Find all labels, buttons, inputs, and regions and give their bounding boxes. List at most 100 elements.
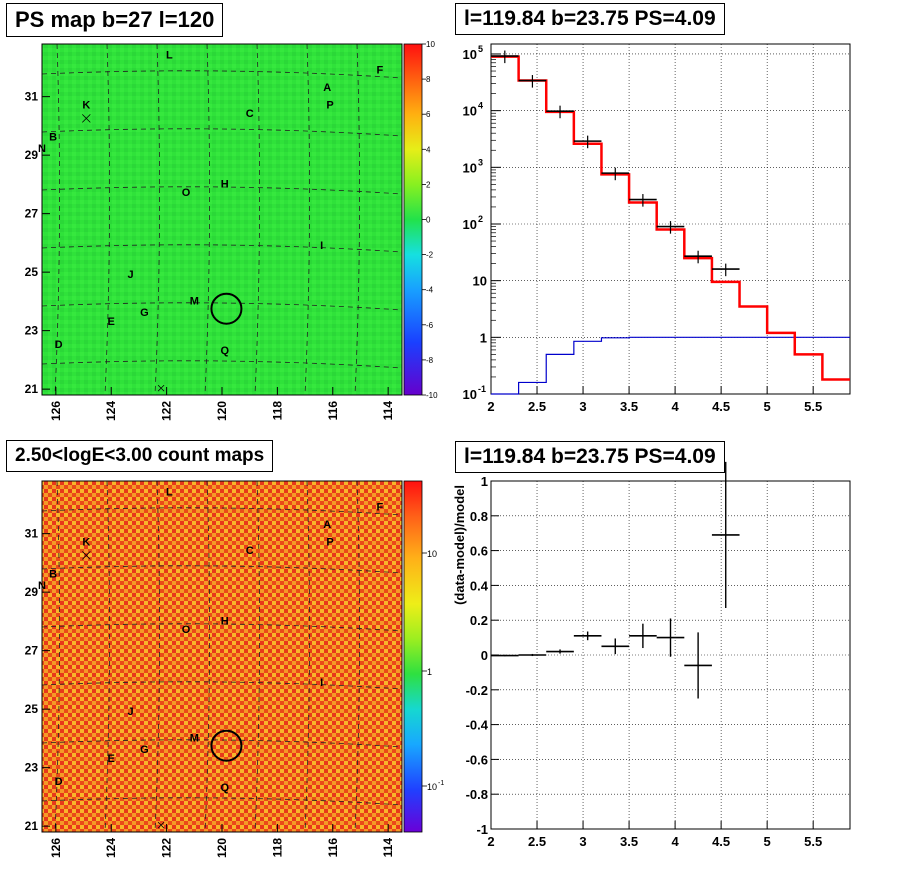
y-tick-label: 10: [463, 47, 477, 62]
grid-line: [41, 186, 403, 195]
y-tick-label: 23: [25, 324, 39, 338]
y-tick-label: 10: [473, 274, 487, 289]
source-label: E: [108, 753, 115, 765]
y-tick-label: 31: [25, 90, 39, 104]
cross-marker: [157, 821, 165, 829]
source-label: L: [166, 50, 173, 62]
x-tick-label: 2.5: [528, 399, 546, 414]
source-label: H: [221, 615, 229, 627]
cross-marker: [157, 384, 165, 392]
y-tick-label: 25: [25, 265, 39, 279]
grid-line: [41, 507, 403, 516]
map-image: [42, 481, 402, 832]
x-tick-label: 118: [270, 401, 284, 421]
source-label: J: [128, 269, 134, 281]
y-axis-label: (data-model)/model: [452, 485, 467, 605]
source-label: B: [49, 132, 57, 144]
y-tick-label: 0.8: [470, 509, 488, 524]
x-tick-label: 5: [764, 834, 771, 849]
colorbar-tick-label: -4: [426, 286, 434, 295]
grid-line: [204, 480, 210, 833]
candidate-circle: [210, 292, 243, 325]
x-tick-label: 3: [579, 834, 586, 849]
count-map-plot: L F A K P C BN O H I J M G E D Q 126 124 122 120 118 116 114 31…: [25, 480, 444, 858]
plot-frame: [490, 43, 851, 395]
y-tick-label: 0.4: [470, 578, 489, 593]
spectrum-panel: l=119.84 b=23.75 PS=4.09 2 2.5 3 3.5 4 4.5 5 5.…: [449, 0, 898, 437]
x-tick-label: 116: [326, 838, 340, 858]
grid-line: [41, 681, 403, 690]
grid-line: [354, 480, 360, 833]
y-tick-label: -1: [476, 822, 488, 837]
y-tick-label: -0.2: [466, 683, 488, 698]
residual-panel: l=119.84 b=23.75 PS=4.09 2 2.5 3 3.5 4 4.5 5 5.…: [449, 437, 898, 875]
grid-line: [54, 43, 60, 396]
grid-line: [154, 43, 160, 396]
grid-line: [54, 480, 60, 833]
residual-plot: 2 2.5 3 3.5 4 4.5 5 5.5 1 0.8 0.6 0.4 0.2 0 -0.2 -0.4 -0…: [452, 461, 851, 849]
colorbar-tick-label: 8: [426, 75, 431, 84]
y-tick-label: 23: [25, 761, 39, 775]
x-tick-label: 124: [104, 838, 118, 858]
ps-map-panel: PS map b=27 l=120 L F A K P C B N O H I J M G E D Q 126: [0, 0, 449, 437]
source-label: M: [190, 295, 199, 307]
y-tick-label: -0.6: [466, 752, 488, 767]
source-label: F: [376, 64, 383, 76]
x-tick-label: 114: [381, 401, 395, 421]
source-label: B: [49, 569, 57, 581]
y-tick-exponent: 2: [478, 214, 483, 224]
y-tick-label: 10: [463, 104, 477, 119]
source-label: H: [221, 178, 229, 190]
x-tick-label: 5.5: [804, 399, 822, 414]
x-tick-label: 4: [671, 834, 679, 849]
colorbar-tick-label: 1: [427, 667, 432, 677]
y-tick-label: 1: [481, 474, 488, 489]
source-label: E: [108, 316, 115, 328]
source-label: G: [140, 307, 149, 319]
source-label: A: [323, 82, 331, 94]
x-tick-label: 122: [160, 401, 174, 421]
colorbar-tick-label: -10: [426, 391, 438, 400]
grid-line: [41, 565, 403, 574]
x-tick-label: 126: [49, 401, 63, 421]
y-tick-label: -0.4: [466, 718, 489, 733]
grid-line: [154, 480, 160, 833]
y-tick-label: 25: [25, 702, 39, 716]
cross-marker: [82, 114, 91, 123]
y-tick-label: 29: [25, 148, 39, 162]
y-tick-exponent: 5: [478, 44, 483, 54]
colorbar-tick-label: 6: [426, 110, 431, 119]
source-label: N: [38, 580, 46, 592]
source-label: I: [320, 240, 323, 252]
y-tick-exponent: 4: [478, 101, 483, 111]
y-tick-label: 1: [480, 330, 487, 345]
grid-line: [304, 43, 310, 396]
x-tick-label: 120: [215, 401, 229, 421]
x-tick-label: 4.5: [712, 834, 730, 849]
grid-line: [204, 43, 210, 396]
x-tick-label: 2.5: [528, 834, 546, 849]
source-label: K: [82, 99, 90, 111]
colorbar-tick-label: 10: [427, 782, 437, 792]
x-tick-label: 2: [487, 399, 494, 414]
x-tick-label: 124: [104, 401, 118, 421]
source-label: C: [246, 545, 254, 557]
source-label: C: [246, 108, 254, 120]
x-tick-label: 120: [215, 838, 229, 858]
y-tick-label: -0.8: [466, 787, 488, 802]
y-tick-exponent: 3: [478, 157, 483, 167]
y-tick-label: 27: [25, 644, 39, 658]
x-tick-label: 3.5: [620, 834, 638, 849]
grid-line: [104, 43, 110, 396]
count-map-panel: 2.50<logE<3.00 count maps: [0, 437, 449, 875]
source-label: I: [320, 677, 323, 689]
colorbar-tick-label: -8: [426, 356, 434, 365]
candidate-circle: [210, 729, 243, 762]
y-tick-label: 10: [463, 217, 477, 232]
colorbar-tick-exponent: -1: [438, 780, 444, 787]
colorbar-tick-label: 2: [426, 180, 431, 189]
y-tick-label: 0: [481, 648, 488, 663]
source-label: O: [182, 187, 191, 199]
x-tick-label: 5: [764, 399, 771, 414]
ps-map-title: PS map b=27 l=120: [6, 3, 224, 37]
